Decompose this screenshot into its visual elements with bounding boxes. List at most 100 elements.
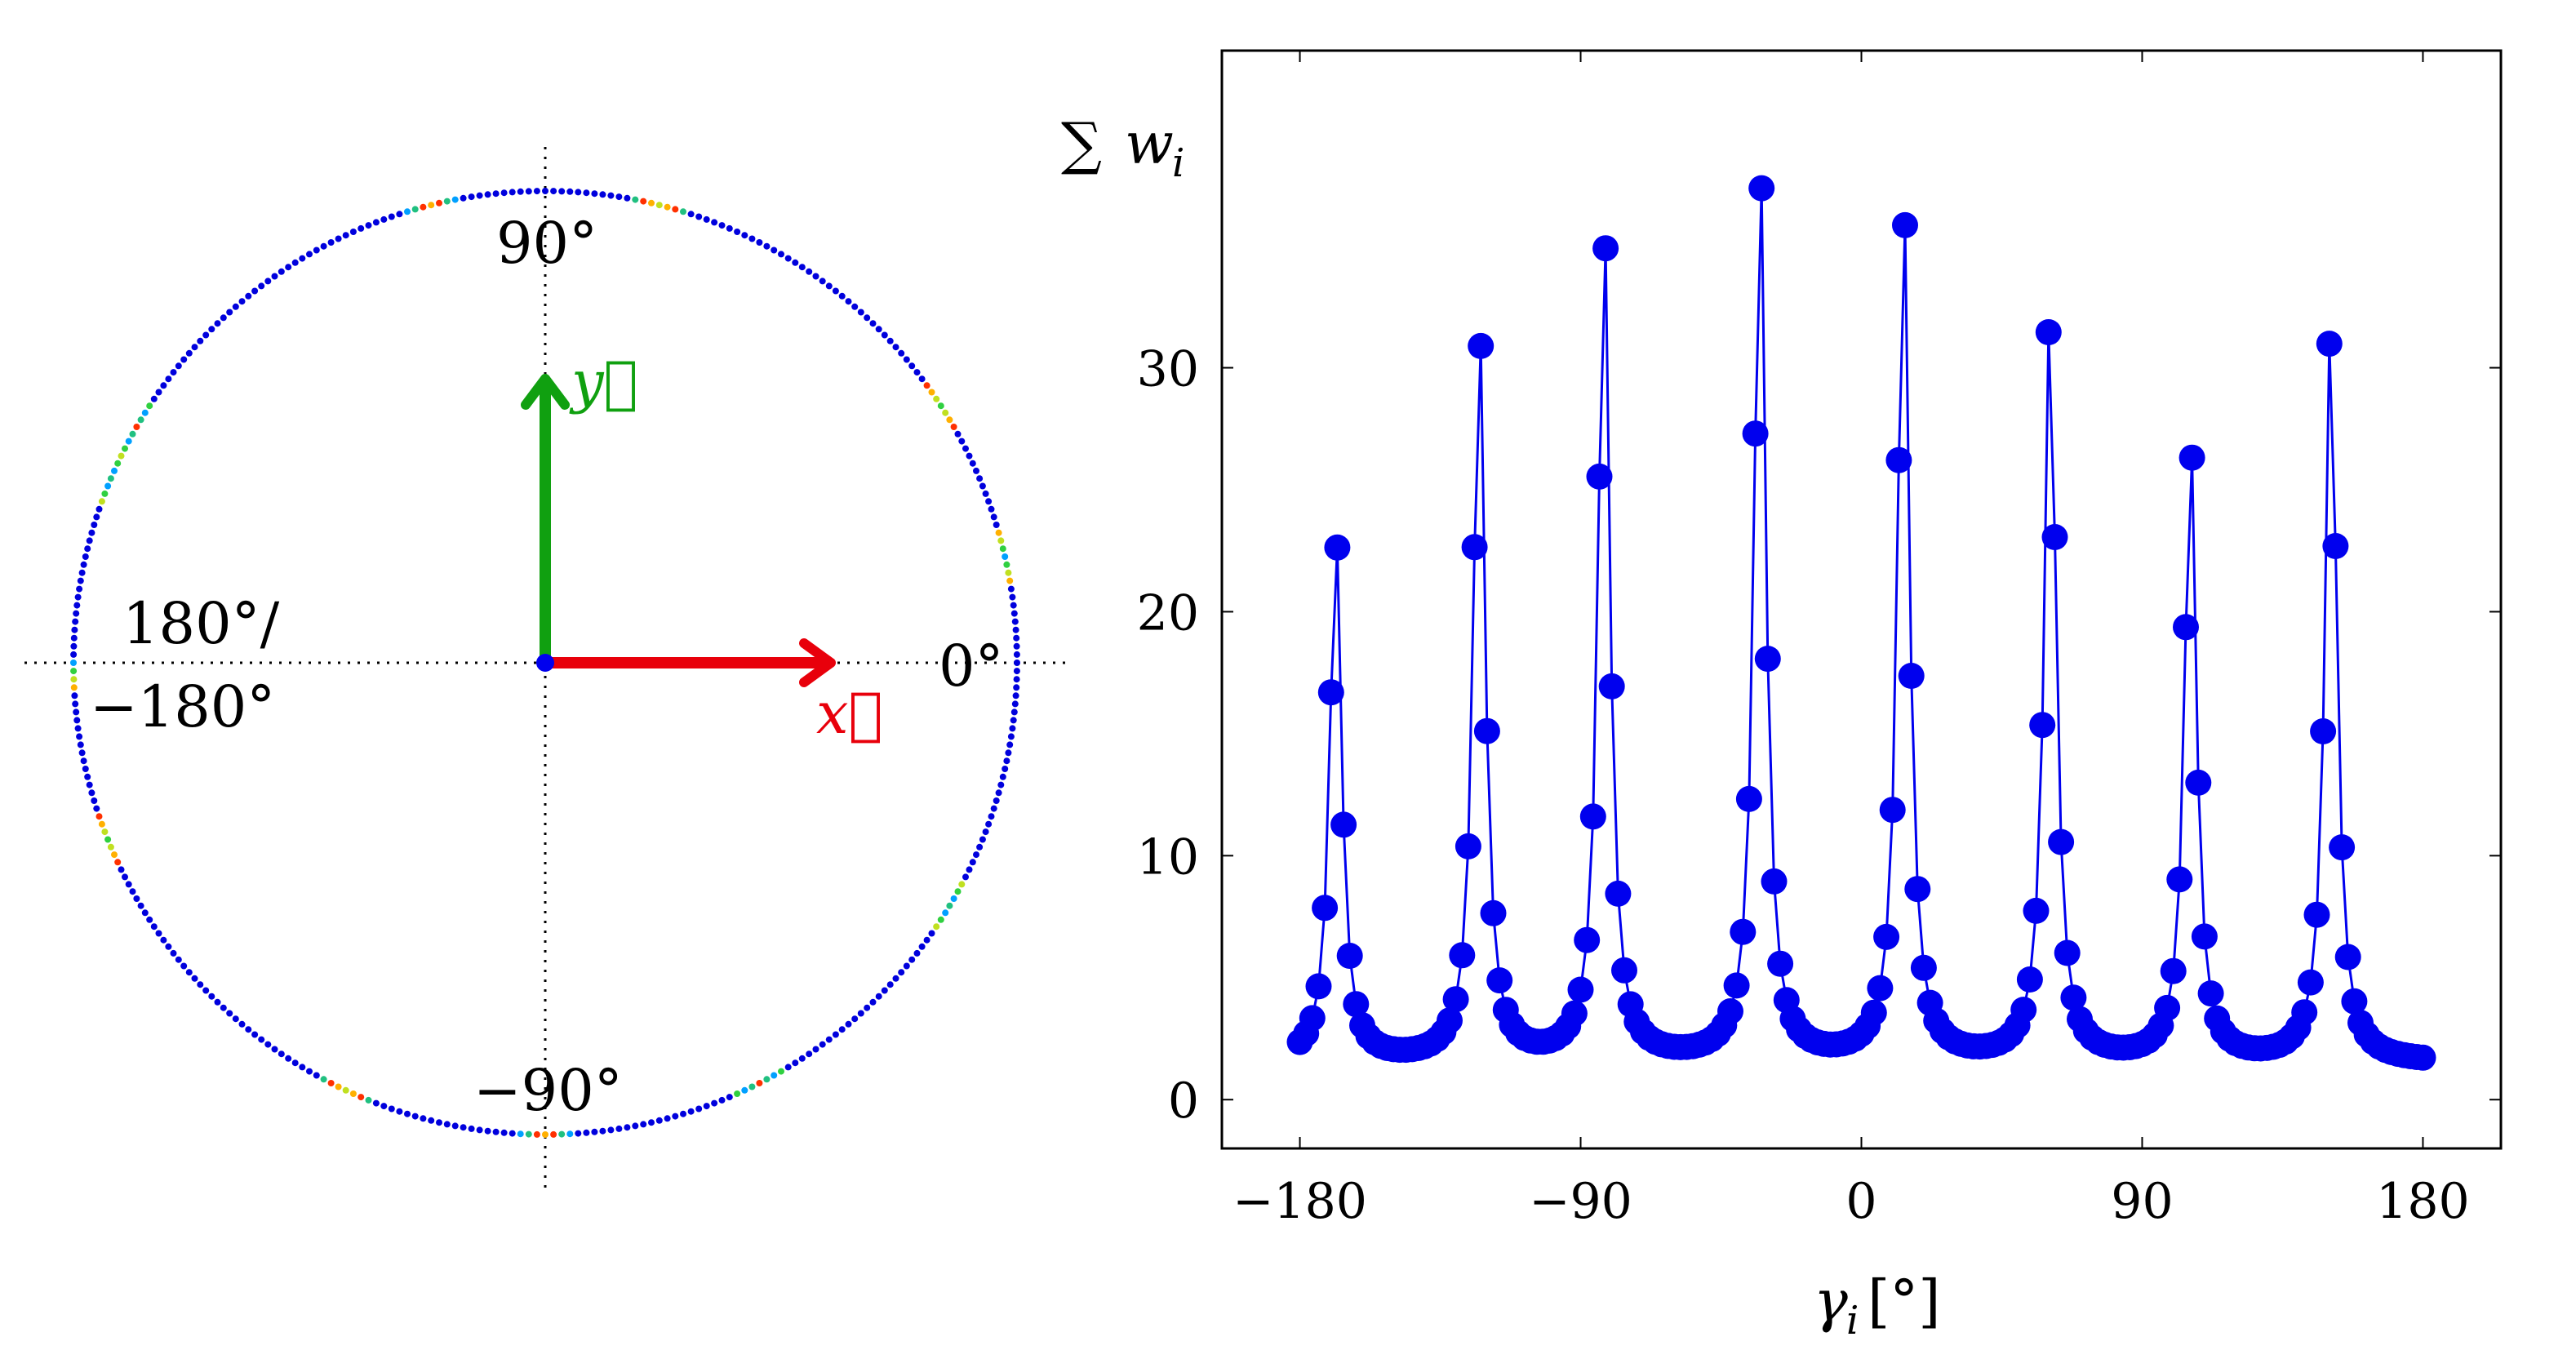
x-tick-label: 0 xyxy=(1845,1173,1876,1230)
ring-point xyxy=(380,1103,388,1110)
ring-point xyxy=(655,202,663,209)
ring-point xyxy=(245,1026,252,1033)
x-tick-label: 180 xyxy=(2376,1173,2470,1230)
ring-point xyxy=(687,1108,695,1115)
data-point xyxy=(2334,944,2361,970)
ring-point xyxy=(114,460,122,467)
data-point xyxy=(1561,1000,1588,1027)
ring-point xyxy=(969,859,976,866)
ring-point xyxy=(903,356,910,363)
ring-point xyxy=(86,537,93,544)
ring-point xyxy=(954,888,962,895)
ring-point xyxy=(1002,766,1009,772)
ring-point xyxy=(838,1026,846,1033)
data-point xyxy=(1455,833,1481,859)
ring-point xyxy=(525,188,532,195)
ring-point xyxy=(763,242,771,250)
data-point xyxy=(1879,797,1906,824)
ring-point xyxy=(962,445,969,452)
ring-point xyxy=(734,1090,741,1097)
ring-point xyxy=(913,949,921,957)
ring-point xyxy=(251,1031,259,1038)
data-point xyxy=(1767,950,1794,977)
ring-point xyxy=(575,189,582,196)
ring-point xyxy=(575,1130,582,1137)
ring-point xyxy=(864,314,871,322)
data-point xyxy=(1579,803,1606,830)
angle-label-0: 0° xyxy=(939,633,1004,700)
ring-point xyxy=(966,866,973,873)
ring-point xyxy=(995,529,1002,536)
ring-point xyxy=(349,229,357,235)
ring-point xyxy=(70,642,78,650)
ring-point xyxy=(851,303,859,310)
ring-point xyxy=(995,789,1002,797)
angle-dial: x⃗ y⃗ 0° 90° 180°/ −180° −90° xyxy=(24,147,1065,1192)
ring-point xyxy=(278,268,285,275)
ring-point xyxy=(245,292,252,300)
data-point xyxy=(2154,994,2181,1021)
data-point xyxy=(1605,880,1632,907)
ring-point xyxy=(756,239,763,246)
ring-point xyxy=(550,188,557,195)
ring-point xyxy=(1013,651,1020,658)
ring-point xyxy=(220,314,227,322)
ring-point xyxy=(165,943,172,950)
ring-point xyxy=(985,498,993,505)
ring-point xyxy=(335,1083,342,1090)
ring-point xyxy=(784,255,792,262)
ring-points xyxy=(70,188,1020,1138)
ring-point xyxy=(77,577,84,584)
ring-point xyxy=(838,292,846,300)
ring-point xyxy=(655,1117,663,1124)
ring-point xyxy=(726,224,733,232)
ring-point xyxy=(404,208,411,215)
data-point xyxy=(1717,998,1743,1024)
data-point xyxy=(1611,957,1637,984)
ring-point xyxy=(1013,676,1020,683)
y-tick-label: 10 xyxy=(1137,828,1199,886)
ring-point xyxy=(70,651,78,658)
ring-point xyxy=(1013,642,1020,650)
ring-point xyxy=(180,962,188,970)
ring-point xyxy=(950,424,957,430)
data-point xyxy=(1754,646,1781,673)
ring-point xyxy=(411,206,419,213)
ring-point xyxy=(170,949,177,957)
ring-point xyxy=(624,194,631,202)
ring-point xyxy=(997,537,1005,544)
x-vector-label: x⃗ xyxy=(816,680,882,747)
data-point xyxy=(2303,901,2330,928)
x-axis-unit: [°] xyxy=(1868,1268,1941,1335)
ring-point xyxy=(923,936,930,944)
ring-point xyxy=(615,193,623,201)
ring-point xyxy=(1013,634,1020,642)
ring-point xyxy=(1007,585,1015,593)
ring-point xyxy=(918,375,926,383)
ring-point xyxy=(979,482,986,490)
y-tick-label: 30 xyxy=(1137,341,1199,398)
ring-point xyxy=(451,196,459,203)
ring-point xyxy=(460,1124,467,1131)
ring-point xyxy=(271,273,278,280)
ring-point xyxy=(640,1121,647,1128)
ring-point xyxy=(175,956,182,963)
ring-point xyxy=(792,1059,799,1067)
ring-point xyxy=(985,820,993,828)
ring-point xyxy=(388,213,395,220)
ring-point xyxy=(937,916,944,923)
ring-point xyxy=(313,247,320,254)
ring-point xyxy=(155,930,162,937)
data-point xyxy=(2023,897,2050,924)
ring-point xyxy=(160,382,167,389)
ring-point xyxy=(741,1086,748,1094)
ring-point xyxy=(78,749,86,757)
x-axis-subscript: i xyxy=(1846,1298,1859,1344)
ring-point xyxy=(1003,561,1010,568)
ring-point xyxy=(468,193,475,201)
ring-point xyxy=(313,1072,320,1079)
ring-point xyxy=(969,460,976,467)
data-point xyxy=(1312,895,1339,922)
ring-point xyxy=(380,215,388,223)
